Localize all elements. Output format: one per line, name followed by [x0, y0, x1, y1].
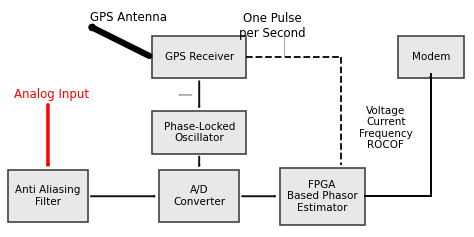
- Bar: [398, 36, 464, 78]
- Text: Phase-Locked
Oscillator: Phase-Locked Oscillator: [164, 122, 235, 143]
- Text: GPS Receiver: GPS Receiver: [164, 52, 234, 62]
- Bar: [159, 170, 239, 222]
- Bar: [280, 168, 365, 224]
- Text: FPGA
Based Phasor
Estimator: FPGA Based Phasor Estimator: [287, 180, 357, 213]
- Bar: [152, 111, 246, 154]
- Text: Analog Input: Analog Input: [14, 88, 89, 101]
- Text: GPS Antenna: GPS Antenna: [91, 11, 167, 24]
- Text: Anti Aliasing
Filter: Anti Aliasing Filter: [15, 185, 81, 207]
- Text: One Pulse
per Second: One Pulse per Second: [239, 13, 306, 41]
- Bar: [152, 36, 246, 78]
- Text: Modem: Modem: [411, 52, 450, 62]
- Bar: [8, 170, 88, 222]
- Text: Voltage
Current
Frequency
ROCOF: Voltage Current Frequency ROCOF: [359, 105, 413, 150]
- Text: A/D
Converter: A/D Converter: [173, 185, 225, 207]
